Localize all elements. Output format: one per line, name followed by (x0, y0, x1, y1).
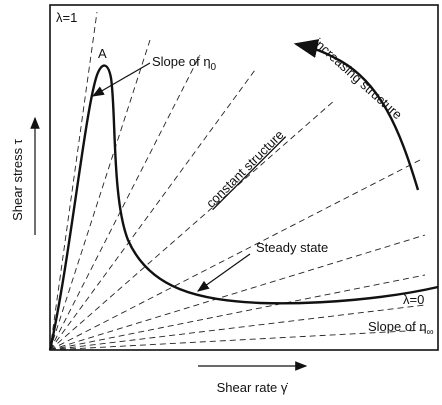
plot-frame (49, 4, 439, 351)
constant-structure-lines (49, 11, 426, 351)
slope-inf: Slope of η∞ (368, 319, 434, 338)
constant-label: constant structure (203, 127, 287, 211)
slope-text: Slope of η (368, 319, 427, 334)
x-axis-label: Shear rate γ̇ (217, 380, 289, 395)
arrow (197, 253, 251, 292)
lambda-zero: λ=0 (403, 292, 424, 307)
point-a: A (98, 46, 107, 61)
increasing-structure-curve (293, 39, 420, 191)
slope-sub: 0 (211, 62, 217, 73)
flow-curve (48, 64, 439, 351)
y-axis-label: Shear stress τ (10, 138, 25, 221)
slope-sub: ∞ (427, 327, 434, 338)
slope-text: Slope of η (152, 54, 211, 69)
arrow (91, 62, 151, 97)
lambda-one: λ=1 (56, 10, 77, 25)
slope-zero: Slope of η0 (152, 54, 217, 73)
steady-label: Steady state (256, 240, 328, 255)
